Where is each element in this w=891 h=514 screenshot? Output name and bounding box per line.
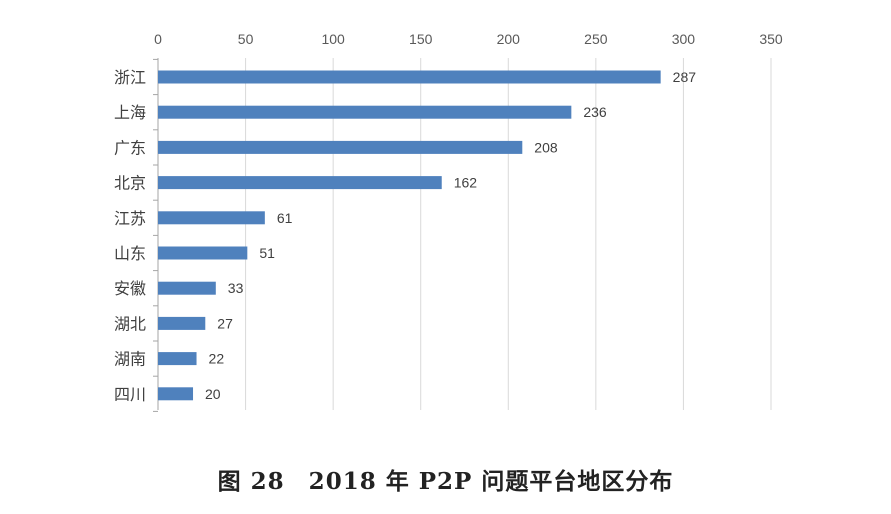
x-tick-label: 350	[759, 31, 783, 47]
data-label: 27	[217, 315, 233, 331]
bar	[158, 176, 442, 190]
data-label: 20	[205, 386, 221, 402]
bar	[158, 246, 248, 260]
bar	[158, 70, 661, 84]
bar	[158, 316, 206, 330]
category-label: 北京	[114, 174, 146, 193]
data-label: 51	[259, 245, 275, 261]
category-label: 浙江	[114, 68, 146, 87]
category-label: 上海	[114, 103, 146, 122]
data-labels: 287 236 208 162 61 51 33 27 22 20	[205, 69, 696, 402]
data-label: 22	[209, 351, 225, 367]
x-tick-label: 250	[584, 31, 608, 47]
data-label: 208	[534, 139, 558, 155]
category-label: 四川	[114, 385, 146, 404]
bar	[158, 352, 197, 366]
bar-chart: 0 50 100 150 200 250 300 350 浙江上海广东北京江苏山东安徽湖北湖南…	[114, 31, 783, 412]
category-label: 安徽	[114, 279, 146, 298]
x-tick-label: 150	[409, 31, 433, 47]
category-label: 湖南	[114, 350, 146, 369]
data-label: 162	[454, 175, 478, 191]
category-label: 湖北	[114, 314, 146, 333]
bar	[158, 105, 572, 119]
bar	[158, 281, 216, 295]
bar	[158, 211, 265, 225]
bar	[158, 387, 194, 401]
x-tick-label: 0	[154, 31, 162, 47]
x-tick-label: 300	[672, 31, 696, 47]
data-label: 236	[583, 104, 607, 120]
bars	[158, 70, 661, 401]
x-tick-labels: 0 50 100 150 200 250 300 350	[154, 31, 783, 47]
x-tick-label: 200	[497, 31, 521, 47]
category-label: 江苏	[114, 209, 146, 228]
data-label: 33	[228, 280, 244, 296]
bar	[158, 140, 523, 154]
category-label: 山东	[114, 244, 146, 263]
data-label: 61	[277, 210, 293, 226]
figure-caption: 图 28 2018 年 P2P 问题平台地区分布	[217, 468, 674, 495]
x-tick-label: 50	[238, 31, 254, 47]
data-label: 287	[673, 69, 697, 85]
category-label: 广东	[114, 138, 146, 157]
x-tick-label: 100	[321, 31, 345, 47]
